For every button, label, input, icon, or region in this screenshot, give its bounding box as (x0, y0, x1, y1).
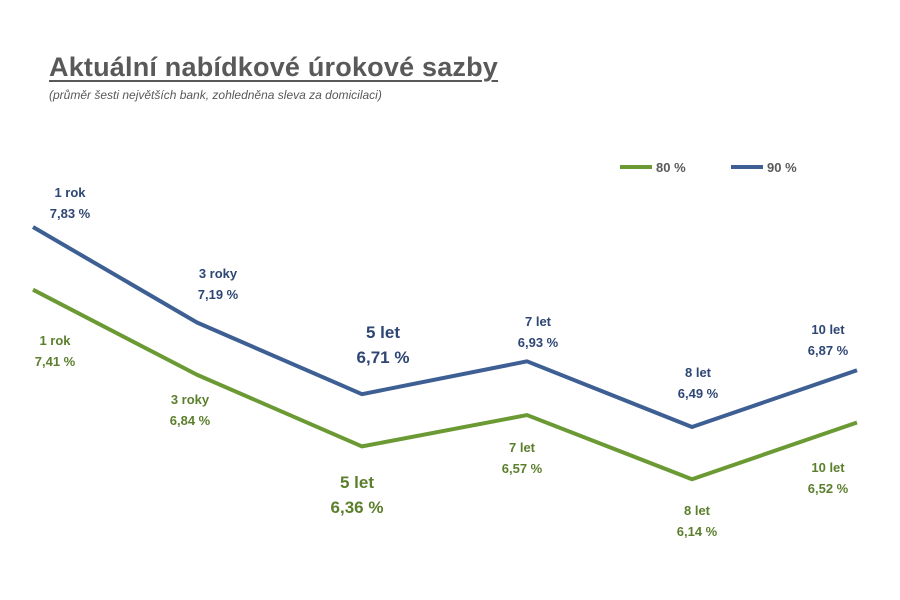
data-label-category: 8 let (684, 503, 711, 518)
data-label-value: 7,41 % (35, 354, 76, 369)
data-label-value: 6,52 % (808, 481, 849, 496)
data-label-category: 3 roky (199, 266, 238, 281)
legend-label: 80 % (656, 160, 686, 175)
data-label-category: 8 let (685, 365, 712, 380)
data-label-category: 10 let (811, 460, 845, 475)
data-label-category: 1 rok (54, 185, 86, 200)
data-label-category: 5 let (340, 473, 374, 492)
data-label-category: 7 let (509, 440, 536, 455)
data-label-category: 3 roky (171, 392, 210, 407)
series-line-90 (31, 225, 858, 429)
data-label-value: 6,84 % (170, 413, 211, 428)
data-label-category: 1 rok (39, 333, 71, 348)
data-label-value: 6,49 % (678, 386, 719, 401)
data-label-value: 6,71 % (357, 348, 410, 367)
data-label-value: 6,14 % (677, 524, 718, 539)
data-label-value: 7,83 % (50, 206, 91, 221)
data-label-value: 7,19 % (198, 287, 239, 302)
data-label-category: 5 let (366, 323, 400, 342)
data-label-category: 7 let (525, 314, 552, 329)
data-label-value: 6,93 % (518, 335, 559, 350)
data-label-value: 6,36 % (331, 498, 384, 517)
data-label-category: 10 let (811, 322, 845, 337)
chart-title: Aktuální nabídkové úrokové sazby (49, 52, 499, 82)
chart-subtitle: (průměr šesti největších bank, zohledněn… (49, 88, 382, 102)
data-label-value: 6,87 % (808, 343, 849, 358)
legend-label: 90 % (767, 160, 797, 175)
data-label-value: 6,57 % (502, 461, 543, 476)
series-line-80 (32, 287, 858, 482)
